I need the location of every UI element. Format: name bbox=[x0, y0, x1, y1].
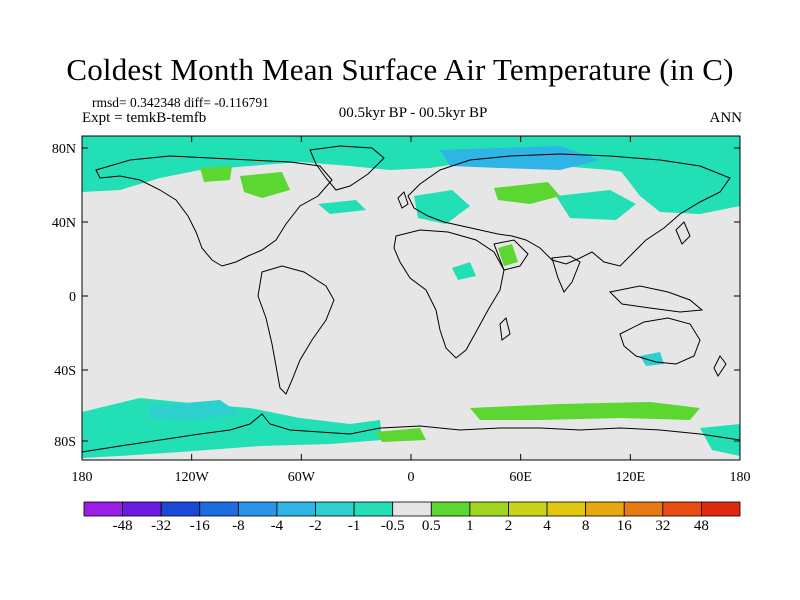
colorbar-label: 2 bbox=[504, 518, 513, 534]
colorbar-label: 16 bbox=[616, 518, 632, 534]
coast-uk bbox=[397, 191, 409, 209]
colorbar-swatch bbox=[237, 501, 278, 517]
colorbar-swatch bbox=[701, 501, 741, 517]
asia-cool-patch bbox=[556, 190, 636, 220]
coast-arabia bbox=[493, 239, 529, 271]
colorbar-label: 4 bbox=[543, 518, 551, 534]
colorbar-label: 48 bbox=[693, 518, 709, 534]
colorbar-swatch bbox=[430, 501, 471, 517]
lon-label: 0 bbox=[408, 470, 415, 485]
arabia-warm-patch bbox=[498, 244, 518, 266]
antarctic-warm-band bbox=[470, 402, 700, 420]
coast-africa bbox=[393, 229, 505, 359]
africa-cool-patch bbox=[452, 262, 476, 280]
lon-label: 120W bbox=[175, 470, 210, 485]
colorbar-swatch bbox=[508, 501, 548, 517]
southern-cool-patch-2 bbox=[150, 400, 240, 420]
coast-australia bbox=[619, 317, 701, 365]
asia-warm-patch bbox=[494, 182, 560, 204]
lat-label: 40S bbox=[54, 364, 76, 379]
colorbar-label: 0.5 bbox=[421, 518, 441, 534]
coastlines bbox=[81, 145, 741, 453]
colorbar-label: 8 bbox=[581, 518, 590, 534]
colorbar-swatch bbox=[469, 501, 509, 517]
lon-label: 180 bbox=[72, 470, 93, 485]
period-label: 00.5kyr BP - 00.5kyr BP bbox=[338, 105, 488, 121]
colorbar-label: -32 bbox=[151, 518, 172, 534]
arctic-cool-patch-2 bbox=[440, 146, 600, 170]
colorbar-swatch bbox=[353, 501, 394, 517]
atlantic-cool-patch bbox=[318, 200, 366, 214]
arctic-warm-patch bbox=[200, 166, 232, 182]
coast-india bbox=[551, 255, 581, 293]
colorbar-swatch bbox=[315, 501, 355, 517]
coast-se-asia bbox=[608, 285, 704, 313]
coast-south-america bbox=[257, 265, 335, 395]
anomaly-patches bbox=[82, 136, 740, 458]
colorbar-swatch bbox=[276, 501, 316, 517]
coast-eurasia bbox=[407, 153, 731, 267]
colorbar-label: 32 bbox=[655, 518, 671, 534]
colorbar-label: -0.5 bbox=[380, 518, 405, 534]
colorbar-label: -4 bbox=[270, 518, 284, 534]
lat-label: 80S bbox=[54, 435, 76, 450]
colorbar-swatch bbox=[83, 501, 123, 517]
coast-japan bbox=[675, 221, 691, 245]
stats-readout: rmsd= 0.342348 diff= -0.116791 bbox=[92, 95, 269, 110]
colorbar-swatch bbox=[160, 501, 201, 517]
colorbar-label: -16 bbox=[189, 518, 210, 534]
coast-madagascar bbox=[499, 317, 511, 341]
lat-label: 40N bbox=[52, 216, 76, 231]
longitude-axis: 180 120W 60W 0 60E 120E 180 bbox=[72, 136, 751, 485]
lon-label: 60E bbox=[509, 470, 532, 485]
coast-new-zealand bbox=[713, 355, 727, 377]
colorbar-swatch bbox=[546, 501, 587, 517]
arctic-cool-patch bbox=[82, 136, 740, 192]
colorbar-label: 1 bbox=[466, 518, 474, 534]
lon-label: 60W bbox=[288, 470, 316, 485]
coast-greenland bbox=[309, 145, 385, 191]
colorbar-swatch bbox=[199, 501, 239, 517]
antarctic-warm-patch bbox=[376, 428, 426, 442]
season-label: ANN bbox=[709, 110, 743, 126]
latitude-axis: 80N 40N 0 40S 80S bbox=[52, 142, 740, 450]
plot-title: Coldest Month Mean Surface Air Temperatu… bbox=[66, 52, 734, 87]
colorbar-swatch bbox=[662, 501, 702, 517]
colorbar-swatch bbox=[585, 501, 625, 517]
colorbar-swatch bbox=[392, 501, 432, 517]
canada-warm-patch bbox=[240, 172, 290, 198]
colorbar-swatch bbox=[122, 501, 162, 517]
colorbar-swatch bbox=[623, 501, 664, 517]
coast-antarctica bbox=[81, 413, 741, 453]
lon-label: 120E bbox=[616, 470, 646, 485]
colorbar-label: -2 bbox=[309, 518, 322, 534]
lon-label: 180 bbox=[730, 470, 751, 485]
lat-label: 80N bbox=[52, 142, 76, 157]
coast-north-america bbox=[95, 155, 333, 267]
lat-label: 0 bbox=[69, 290, 76, 305]
colorbar-label: -48 bbox=[112, 518, 133, 534]
siberia-cool-patch bbox=[620, 160, 740, 214]
experiment-label: Expt = temkB-temfb bbox=[82, 110, 207, 126]
colorbar bbox=[83, 501, 741, 517]
southern-cool-east bbox=[700, 424, 740, 456]
colorbar-label: -8 bbox=[232, 518, 245, 534]
colorbar-label: -1 bbox=[347, 518, 361, 534]
